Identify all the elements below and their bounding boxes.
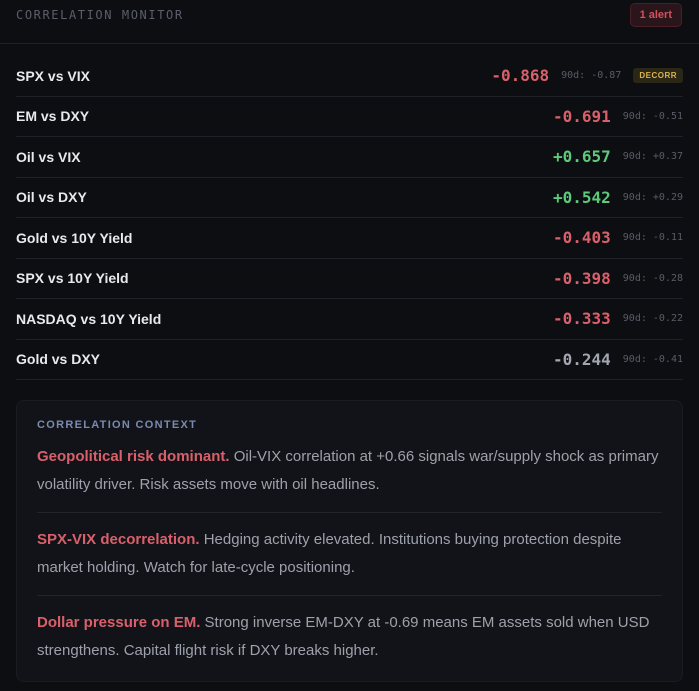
90d-value: 90d: -0.51 [622,110,683,122]
correlation-list: SPX vs VIX -0.868 90d: -0.87 DECORR EM v… [0,56,699,380]
90d-value: 90d: -0.41 [622,353,683,365]
90d-value: 90d: -0.11 [622,232,683,244]
pair-label: Gold vs DXY [16,351,101,368]
context-item-body: Hedging activity elevated. Institutions … [37,531,622,576]
panel-title: CORRELATION MONITOR [16,7,184,22]
context-item-body: Strong inverse EM-DXY at -0.69 means EM … [37,614,650,659]
context-item: Dollar pressure on EM. Strong inverse EM… [37,609,662,678]
pair-label: EM vs DXY [16,108,90,125]
decorr-badge: DECORR [633,68,683,84]
correlation-row[interactable]: NASDAQ vs 10Y Yield -0.333 90d: -0.22 [16,299,683,340]
context-item-headline: Geopolitical risk dominant. [37,448,230,465]
correlation-row[interactable]: SPX vs VIX -0.868 90d: -0.87 DECORR [16,56,683,97]
context-item-headline: Dollar pressure on EM. [37,614,201,631]
correlation-value: -0.403 [552,228,611,248]
pair-label: NASDAQ vs 10Y Yield [16,310,162,327]
correlation-value: -0.333 [552,309,611,329]
panel-header: CORRELATION MONITOR 1 alert [0,0,699,44]
context-item-headline: SPX-VIX decorrelation. [37,531,200,548]
correlation-context-card: CORRELATION CONTEXT Geopolitical risk do… [16,400,683,682]
correlation-row[interactable]: Oil vs DXY +0.542 90d: +0.29 [16,178,683,218]
pair-label: SPX vs 10Y Yield [16,270,129,287]
pair-label: Oil vs VIX [16,148,81,165]
pair-label: SPX vs VIX [16,67,90,84]
correlation-value: -0.244 [552,349,611,369]
90d-value: 90d: +0.37 [622,151,683,163]
correlation-value: +0.657 [552,147,611,167]
correlation-value: -0.691 [552,106,611,126]
correlation-row[interactable]: Oil vs VIX +0.657 90d: +0.37 [16,137,683,178]
pair-label: Gold vs 10Y Yield [16,229,133,246]
correlation-row[interactable]: EM vs DXY -0.691 90d: -0.51 [16,97,683,137]
correlation-row[interactable]: SPX vs 10Y Yield -0.398 90d: -0.28 [16,259,683,299]
correlation-row[interactable]: Gold vs 10Y Yield -0.403 90d: -0.11 [16,218,683,259]
90d-value: 90d: -0.28 [622,272,683,284]
correlation-row[interactable]: Gold vs DXY -0.244 90d: -0.41 [16,340,683,380]
alert-count-badge[interactable]: 1 alert [629,2,682,27]
correlation-value: -0.398 [552,268,611,288]
context-item-body: Oil-VIX correlation at +0.66 signals war… [37,448,659,493]
90d-value: 90d: +0.29 [622,191,683,203]
context-item: SPX-VIX decorrelation. Hedging activity … [37,526,662,596]
correlation-value: +0.542 [552,187,611,207]
correlation-value: -0.868 [491,66,550,86]
context-item: Geopolitical risk dominant. Oil-VIX corr… [37,443,662,513]
pair-label: Oil vs DXY [16,189,87,206]
context-title: CORRELATION CONTEXT [37,419,198,431]
90d-value: 90d: -0.22 [622,313,683,325]
90d-value: 90d: -0.87 [561,70,622,82]
